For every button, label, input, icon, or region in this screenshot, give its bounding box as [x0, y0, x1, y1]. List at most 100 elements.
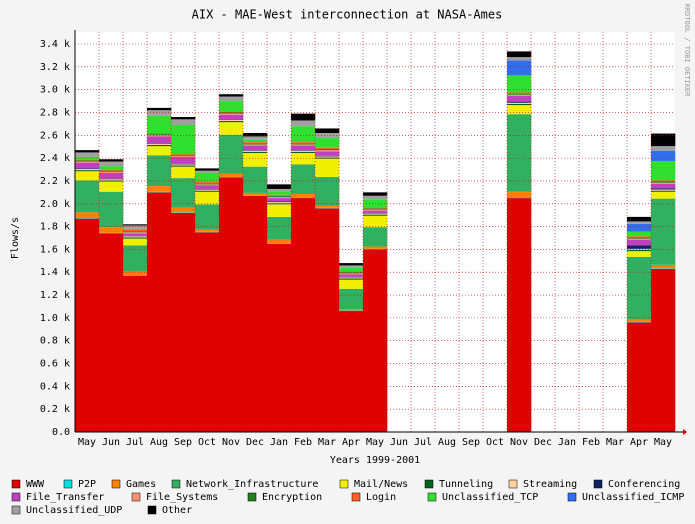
area-segment — [123, 224, 148, 226]
area-segment — [627, 216, 652, 222]
area-segment — [339, 309, 364, 311]
area-segment — [651, 189, 676, 191]
area-segment — [291, 150, 316, 151]
area-segment — [507, 101, 532, 103]
area-segment — [291, 142, 316, 144]
area-segment — [291, 164, 316, 195]
area-segment — [315, 207, 340, 209]
y-tick-label: 0.0 — [52, 427, 70, 438]
x-tick-label: May — [366, 437, 384, 448]
area-segment — [267, 243, 292, 432]
area-segment — [267, 195, 292, 197]
area-segment — [123, 225, 148, 229]
area-segment — [651, 160, 676, 181]
area-segment — [99, 171, 124, 173]
x-tick-label: Apr — [342, 437, 360, 448]
area-segment — [339, 311, 364, 432]
area-segment — [171, 165, 196, 167]
area-segment — [507, 57, 532, 61]
y-tick-label: 0.8 k — [40, 336, 70, 347]
area-segment — [363, 208, 388, 210]
area-segment — [363, 199, 388, 208]
x-tick-label: Nov — [222, 437, 240, 448]
area-segment — [219, 114, 244, 120]
area-segment — [99, 191, 124, 228]
area-segment — [507, 105, 532, 115]
area-segment — [627, 237, 652, 239]
area-segment — [507, 191, 532, 198]
area-segment — [651, 198, 676, 265]
area-segment — [171, 156, 196, 164]
area-segment — [651, 190, 676, 192]
area-segment — [99, 169, 124, 171]
area-segment — [195, 204, 220, 230]
area-segment — [363, 215, 388, 228]
area-segment — [627, 319, 652, 322]
legend-label: Conferencing — [608, 479, 680, 490]
area-segment — [219, 111, 244, 113]
area-segment — [315, 158, 340, 177]
area-segment — [339, 267, 364, 272]
area-segment — [171, 178, 196, 208]
area-segment — [243, 139, 268, 143]
area-segment — [75, 168, 100, 171]
area-segment — [507, 103, 532, 106]
legend-label: Login — [366, 492, 396, 503]
area-segment — [243, 195, 268, 196]
area-segment — [507, 60, 532, 76]
x-tick-label: Oct — [198, 437, 216, 448]
area-segment — [219, 176, 244, 178]
x-tick-label: Nov — [510, 437, 528, 448]
x-tick-label: Mar — [606, 437, 624, 448]
y-tick-label: 2.2 k — [40, 176, 70, 187]
area-segment — [267, 196, 292, 199]
area-segment — [147, 143, 172, 145]
chart-title: AIX - MAE-West interconnection at NASA-A… — [192, 8, 503, 22]
y-tick-label: 1.6 k — [40, 244, 70, 255]
area-segment — [267, 204, 292, 217]
area-segment — [219, 119, 244, 120]
area-segment — [243, 144, 268, 146]
area-segment — [171, 163, 196, 165]
area-segment — [507, 94, 532, 96]
y-tick-label: 2.0 k — [40, 199, 70, 210]
area-segment — [507, 93, 532, 95]
area-segment — [507, 197, 532, 199]
legend-swatch — [171, 479, 181, 489]
area-segment — [147, 192, 172, 432]
area-segment — [243, 166, 268, 193]
y-tick-label: 3.4 k — [40, 39, 70, 50]
legend-label: Unclassified_ICMP — [582, 492, 684, 503]
legend-label: Encryption — [262, 492, 322, 503]
area-segment — [627, 223, 652, 232]
x-tick-label: Oct — [486, 437, 504, 448]
area-segment — [147, 134, 172, 136]
area-segment — [243, 150, 268, 152]
area-segment — [363, 214, 388, 216]
area-segment — [267, 216, 292, 240]
area-segment — [243, 133, 268, 137]
area-segment — [339, 272, 364, 274]
area-segment — [651, 181, 676, 183]
x-tick-label: May — [78, 437, 96, 448]
area-segment — [123, 275, 148, 432]
x-tick-label: Mar — [318, 437, 336, 448]
x-tick-label: Sep — [462, 437, 480, 448]
area-segment — [339, 288, 364, 310]
area-segment — [195, 232, 220, 432]
area-segment — [267, 184, 292, 189]
area-segment — [363, 212, 388, 214]
area-segment — [291, 198, 316, 432]
area-segment — [219, 121, 244, 123]
legend-label: Tunneling — [439, 479, 493, 490]
area-segment — [123, 230, 148, 232]
area-segment — [75, 161, 100, 163]
area-segment — [147, 107, 172, 111]
area-segment — [339, 276, 364, 278]
area-segment — [99, 178, 124, 180]
area-segment — [267, 201, 292, 203]
area-segment — [75, 152, 100, 157]
area-segment — [171, 154, 196, 156]
x-tick-label: Feb — [294, 437, 312, 448]
x-tick-label: Dec — [246, 437, 264, 448]
